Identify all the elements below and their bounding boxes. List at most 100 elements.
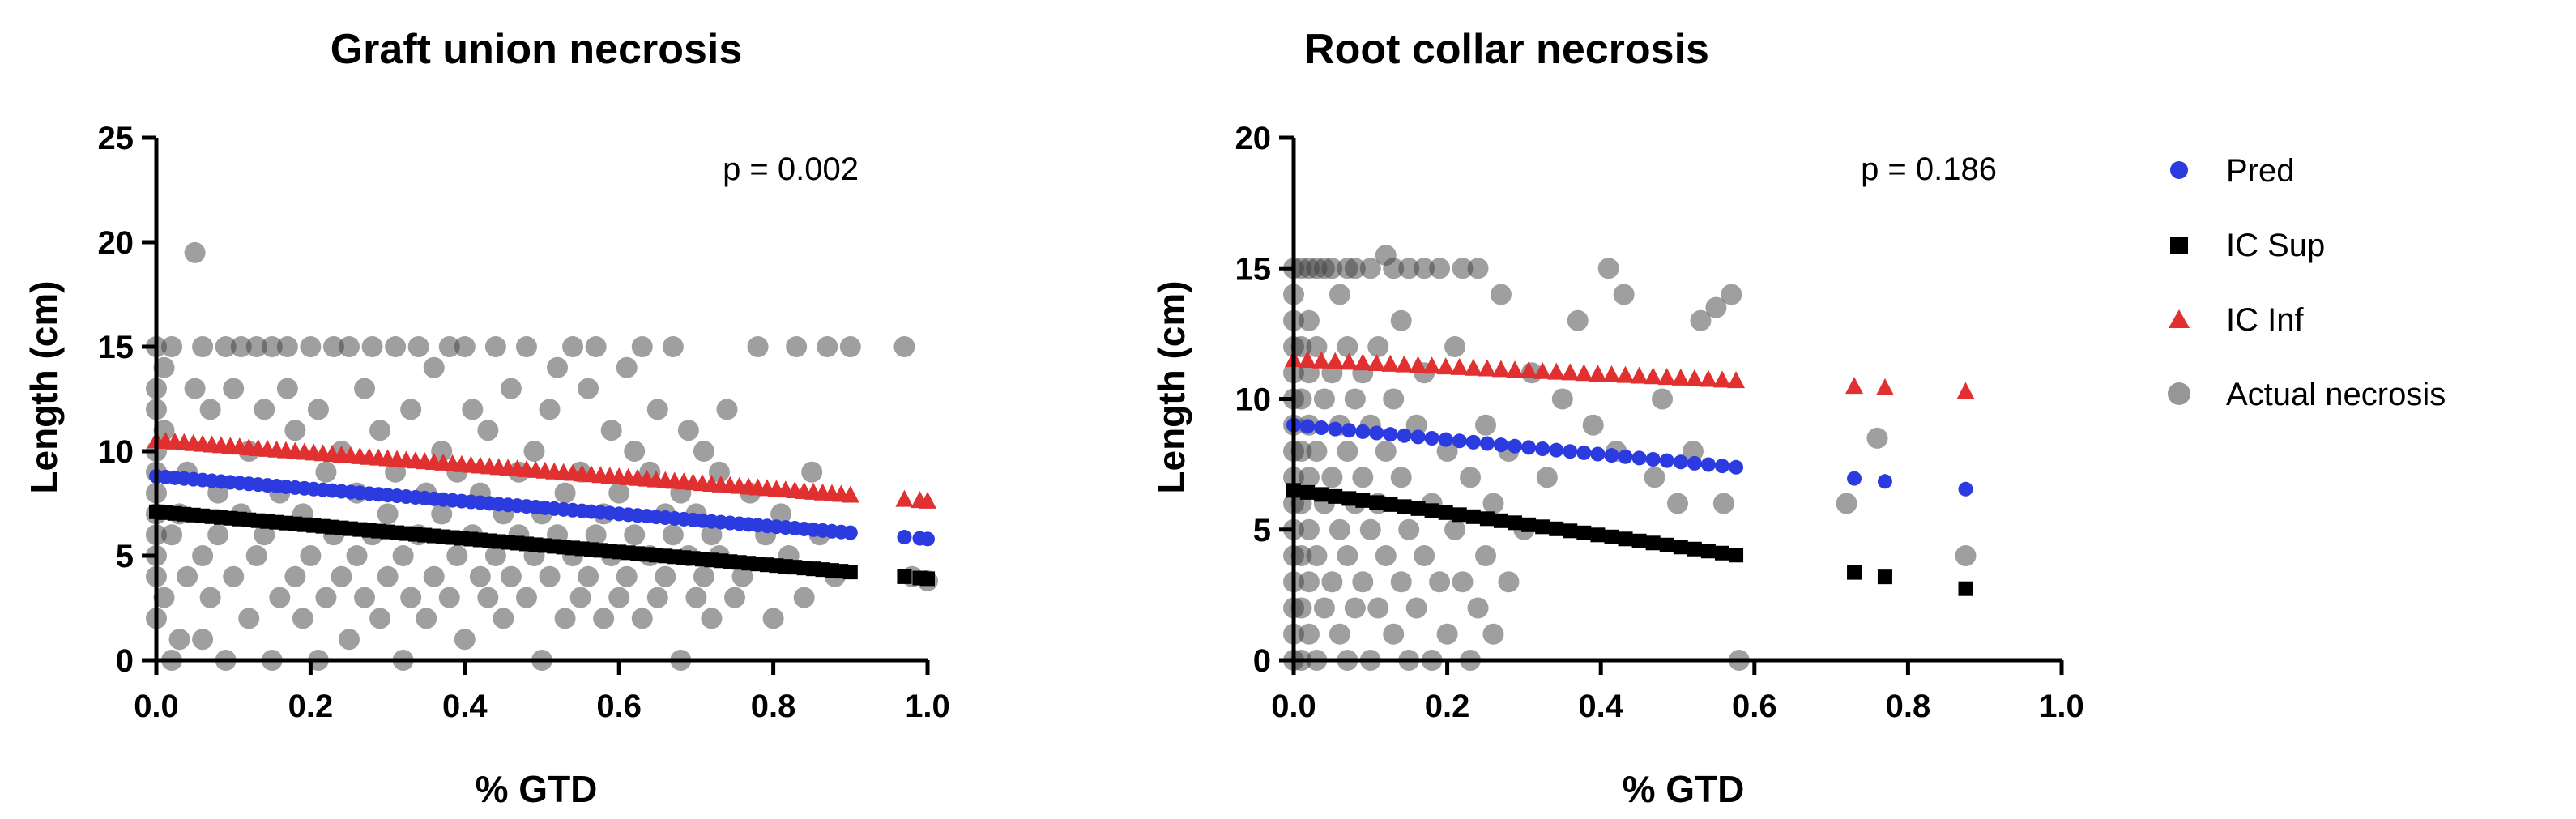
actual-necrosis-point (346, 545, 368, 566)
actual-necrosis-point (161, 336, 183, 357)
chart-title: Root collar necrosis (1304, 26, 1709, 73)
actual-necrosis-point (608, 587, 630, 608)
ic-sup-point (1645, 535, 1661, 551)
ic-sup-point (1673, 540, 1688, 555)
pred-point (1535, 441, 1550, 457)
ic-sup-point (1590, 527, 1606, 543)
ic-sup-point (1452, 507, 1467, 523)
actual-necrosis-point (1405, 414, 1427, 436)
actual-necrosis-point (469, 565, 491, 587)
actual-necrosis-point (261, 336, 283, 357)
actual-necrosis-point (153, 356, 175, 378)
actual-necrosis-point (578, 378, 599, 399)
pred-point (1576, 445, 1592, 460)
actual-necrosis-point (1475, 414, 1496, 436)
pred-point (1314, 420, 1329, 436)
actual-necrosis-point (554, 482, 576, 504)
actual-necrosis-point (1536, 467, 1558, 488)
actual-necrosis-point (1452, 258, 1474, 279)
actual-necrosis-point (315, 461, 337, 483)
actual-necrosis-point (354, 378, 376, 399)
ic-inf-point (1436, 357, 1455, 375)
actual-necrosis-point (1298, 571, 1320, 593)
actual-necrosis-point (284, 420, 306, 441)
pred-point (897, 530, 912, 545)
pred-point (1410, 429, 1426, 445)
actual-necrosis-point (1367, 336, 1389, 357)
actual-necrosis-point (1398, 258, 1420, 279)
actual-necrosis-point (801, 461, 823, 483)
y-tick-label: 10 (1235, 382, 1272, 418)
ic-inf-point (1561, 363, 1580, 381)
actual-necrosis-point (1298, 623, 1320, 645)
actual-necrosis-point (1344, 597, 1366, 619)
pred-point (1958, 481, 1973, 497)
actual-necrosis-point (593, 608, 615, 629)
ic-inf-point (1354, 353, 1372, 371)
actual-necrosis-point (500, 565, 522, 587)
actual-necrosis-point (1467, 258, 1489, 279)
actual-necrosis-point (431, 503, 453, 525)
actual-necrosis-point (1313, 597, 1335, 619)
y-tick-label: 5 (116, 539, 134, 574)
ic-sup-point (1341, 491, 1357, 506)
actual-necrosis-point (646, 399, 668, 420)
actual-necrosis-point (168, 629, 190, 651)
ic-inf-point (1602, 365, 1621, 382)
x-axis-label: % GTD (476, 768, 598, 810)
actual-necrosis-point (1290, 545, 1312, 566)
actual-necrosis-point (292, 608, 313, 629)
actual-necrosis-point (454, 336, 476, 357)
legend-item-ic-inf: IC Inf (2169, 302, 2304, 338)
actual-necrosis-point (269, 587, 291, 608)
actual-necrosis-point (1613, 284, 1635, 305)
actual-necrosis-point (1298, 467, 1320, 488)
ic-sup-point (1410, 501, 1426, 516)
actual-necrosis-point (716, 399, 738, 420)
actual-necrosis-point (1429, 258, 1451, 279)
ic-sup-point (1618, 531, 1633, 547)
ic-sup-point (1631, 533, 1647, 548)
actual-necrosis-point (484, 336, 506, 357)
pred-point (1438, 432, 1453, 447)
actual-necrosis-point (276, 378, 298, 399)
actual-necrosis-point (199, 399, 221, 420)
x-tick-label: 0.4 (1578, 689, 1623, 724)
y-tick-label: 5 (1253, 513, 1271, 548)
actual-necrosis-point (1337, 336, 1358, 357)
legend-marker-pred (2170, 161, 2188, 179)
legend-marker-ic-sup (2170, 237, 2188, 254)
pred-point (1687, 455, 1702, 471)
legend-label-actual-necrosis: Actual necrosis (2226, 377, 2446, 412)
plot-points (146, 241, 938, 671)
actual-necrosis-point (1375, 545, 1397, 566)
actual-necrosis-point (539, 565, 561, 587)
pred-point (1300, 419, 1316, 434)
p-value-annotation: p = 0.186 (1861, 151, 1997, 187)
actual-necrosis-point (192, 336, 214, 357)
actual-necrosis-point (184, 241, 206, 263)
actual-necrosis-point (1290, 441, 1312, 462)
x-tick-label: 0.2 (1425, 689, 1470, 724)
ic-sup-point (842, 565, 858, 580)
ic-inf-point (1340, 352, 1358, 370)
actual-necrosis-point (585, 524, 607, 546)
legend: Pred IC Sup IC Inf Actual necrosis (2168, 153, 2446, 412)
actual-necrosis-point (701, 608, 723, 629)
actual-necrosis-point (300, 545, 322, 566)
actual-necrosis-point (369, 608, 391, 629)
actual-necrosis-point (1313, 388, 1335, 410)
ic-inf-point (895, 489, 914, 507)
actual-necrosis-point (786, 336, 808, 357)
actual-necrosis-point (199, 587, 221, 608)
x-tick-label: 0.4 (442, 689, 488, 724)
actual-necrosis-point (300, 336, 322, 357)
y-tick-label: 20 (98, 225, 134, 261)
ic-inf-point (1520, 360, 1538, 378)
x-tick-label: 0.6 (1732, 689, 1777, 724)
actual-necrosis-point (177, 565, 198, 587)
ic-sup-point (1847, 565, 1862, 580)
actual-necrosis-point (477, 587, 499, 608)
actual-necrosis-point (322, 336, 344, 357)
actual-necrosis-point (438, 336, 460, 357)
